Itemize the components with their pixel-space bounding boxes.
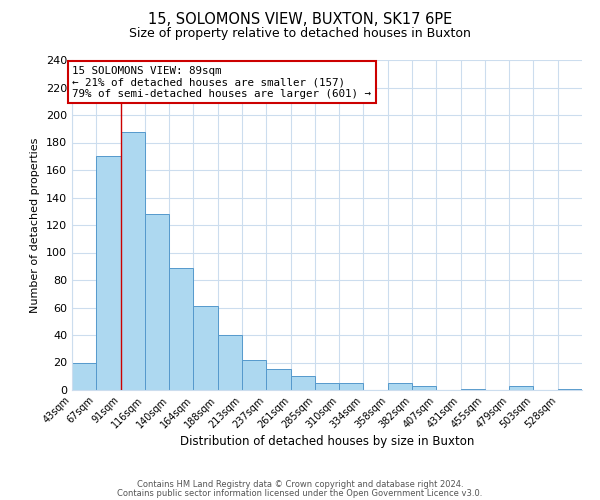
Bar [461, 388, 485, 390]
Bar [412, 386, 436, 390]
Bar [315, 383, 339, 390]
Bar [193, 306, 218, 390]
Bar [96, 156, 121, 390]
Text: 15, SOLOMONS VIEW, BUXTON, SK17 6PE: 15, SOLOMONS VIEW, BUXTON, SK17 6PE [148, 12, 452, 28]
Text: Contains HM Land Registry data © Crown copyright and database right 2024.: Contains HM Land Registry data © Crown c… [137, 480, 463, 489]
Bar [145, 214, 169, 390]
Bar [169, 268, 193, 390]
Y-axis label: Number of detached properties: Number of detached properties [31, 138, 40, 312]
X-axis label: Distribution of detached houses by size in Buxton: Distribution of detached houses by size … [180, 436, 474, 448]
Bar [339, 383, 364, 390]
Bar [266, 370, 290, 390]
Text: 15 SOLOMONS VIEW: 89sqm
← 21% of detached houses are smaller (157)
79% of semi-d: 15 SOLOMONS VIEW: 89sqm ← 21% of detache… [73, 66, 371, 98]
Bar [72, 362, 96, 390]
Bar [290, 376, 315, 390]
Bar [388, 383, 412, 390]
Text: Size of property relative to detached houses in Buxton: Size of property relative to detached ho… [129, 28, 471, 40]
Bar [509, 386, 533, 390]
Bar [218, 335, 242, 390]
Bar [558, 388, 582, 390]
Text: Contains public sector information licensed under the Open Government Licence v3: Contains public sector information licen… [118, 488, 482, 498]
Bar [242, 360, 266, 390]
Bar [121, 132, 145, 390]
